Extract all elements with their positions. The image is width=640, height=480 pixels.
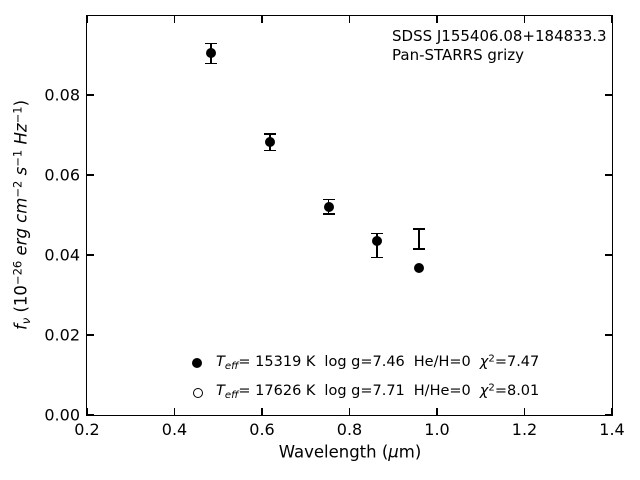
x-tick-top bbox=[611, 16, 613, 23]
error-bar-cap-bottom-y bbox=[413, 248, 426, 250]
y-tick-label: 0.08 bbox=[44, 85, 80, 105]
x-tick-label: 0.8 bbox=[336, 420, 363, 439]
data-point-i bbox=[323, 201, 334, 212]
error-bar-cap-bottom-z bbox=[371, 256, 384, 259]
x-tick bbox=[523, 408, 526, 415]
error-bar-cap-bottom-i bbox=[322, 212, 335, 215]
y-tick-right bbox=[605, 414, 612, 416]
plot-area: 0.2 0.4 0.6 0.8 1.0 1.2 1.4 0.00 0.02 0.04 0.06 0.0… bbox=[44, 15, 625, 439]
x-tick-label: 1.4 bbox=[599, 420, 625, 439]
x-tick-top bbox=[173, 16, 176, 23]
y-tick-label: 0.00 bbox=[44, 405, 80, 425]
annotation: SDSS J155406.08+184833.3 Pan-STARRS griz… bbox=[392, 27, 607, 64]
y-axis-label: fν (10−26 erg cm−2 s−1 Hz−1) bbox=[10, 99, 33, 331]
legend-open-circle-icon bbox=[193, 388, 203, 398]
data-point-g bbox=[205, 48, 216, 59]
y-tick bbox=[87, 334, 94, 336]
error-bar-cap-top-r bbox=[263, 132, 276, 135]
error-bar-cap-bottom-r bbox=[263, 149, 276, 152]
x-tick-label: 0.2 bbox=[74, 420, 100, 439]
error-bar-cap-top-i bbox=[322, 198, 335, 201]
x-tick bbox=[348, 408, 351, 415]
y-tick-label: 0.04 bbox=[44, 245, 80, 265]
annotation-object-name: SDSS J155406.08+184833.3 bbox=[392, 27, 607, 45]
x-tick-label: 1.0 bbox=[424, 420, 450, 439]
error-bar-cap-bottom-g bbox=[204, 62, 217, 65]
x-tick bbox=[436, 408, 438, 415]
error-bar-y bbox=[418, 229, 420, 249]
x-tick-top bbox=[436, 16, 438, 23]
y-tick bbox=[87, 94, 94, 96]
data-point-z bbox=[372, 235, 383, 246]
error-bar-cap-top-g bbox=[204, 42, 217, 45]
x-axis-label: Wavelength (μm) bbox=[278, 442, 422, 462]
y-tick-label: 0.06 bbox=[44, 165, 80, 185]
annotation-survey: Pan-STARRS grizy bbox=[392, 45, 525, 64]
x-tick bbox=[86, 408, 88, 415]
legend-filled-circle-icon bbox=[192, 358, 202, 368]
x-tick-top bbox=[523, 16, 526, 23]
x-tick bbox=[261, 408, 263, 415]
y-tick-right bbox=[605, 334, 612, 336]
data-point-r bbox=[264, 137, 275, 148]
x-tick-top bbox=[348, 16, 351, 23]
x-tick-top bbox=[86, 16, 88, 23]
x-tick bbox=[611, 408, 613, 415]
x-tick-label: 0.6 bbox=[249, 420, 275, 439]
y-tick-right bbox=[605, 254, 612, 256]
x-tick-top bbox=[261, 16, 263, 23]
x-tick-label: 0.4 bbox=[161, 420, 188, 439]
x-tick bbox=[173, 408, 176, 415]
y-tick bbox=[87, 174, 94, 176]
error-bar-cap-top-z bbox=[371, 232, 384, 235]
error-bar-cap-top-y bbox=[413, 228, 426, 230]
y-tick-label: 0.02 bbox=[44, 325, 80, 345]
y-tick-right bbox=[605, 94, 612, 96]
y-tick bbox=[87, 254, 94, 256]
y-tick-right bbox=[605, 174, 612, 176]
x-tick-label: 1.2 bbox=[511, 420, 538, 439]
data-point-y bbox=[414, 263, 425, 274]
y-tick bbox=[87, 414, 94, 416]
